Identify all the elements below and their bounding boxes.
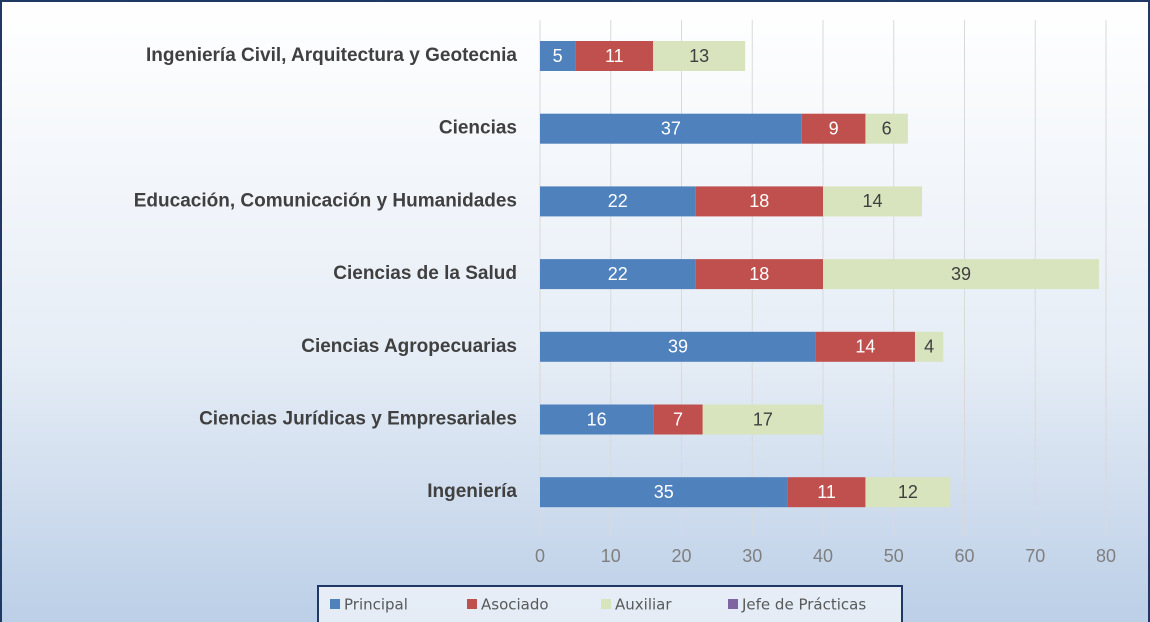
legend-label: Auxiliar: [615, 596, 672, 614]
data-label: 12: [898, 482, 918, 502]
bar-segment: [865, 477, 951, 508]
data-label: 39: [668, 337, 688, 357]
x-tick-label: 60: [954, 546, 974, 566]
bar-segment: [540, 331, 816, 362]
bar-segment: [787, 477, 866, 508]
category-label: Ciencias: [439, 118, 517, 139]
data-label: 35: [654, 482, 674, 502]
category-label: Ciencias de la Salud: [333, 263, 517, 284]
x-tick-label: 40: [813, 546, 833, 566]
data-label: 13: [689, 46, 709, 66]
data-label: 18: [749, 191, 769, 211]
bar-segment: [540, 259, 696, 290]
legend-label: Principal: [344, 596, 408, 614]
bar-segment: [540, 41, 576, 71]
legend-swatch: [330, 599, 340, 609]
bar-segment: [540, 477, 788, 508]
bar-segment: [823, 259, 1099, 290]
data-label: 17: [753, 409, 773, 429]
x-tick-label: 10: [601, 546, 621, 566]
bar-segment: [540, 113, 802, 144]
x-tick-label: 50: [884, 546, 904, 566]
data-label: 11: [605, 46, 624, 66]
bar-segment: [823, 186, 923, 217]
data-label: 16: [587, 409, 607, 429]
data-label: 37: [661, 118, 681, 138]
data-label: 22: [608, 264, 628, 284]
category-label: Ciencias Jurídicas y Empresariales: [199, 409, 517, 430]
category-label: Ingeniería: [427, 481, 517, 502]
bar-segment: [815, 331, 915, 362]
bar-segment: [540, 404, 654, 435]
data-label: 14: [855, 337, 875, 357]
data-label: 11: [817, 482, 836, 502]
bar-segment: [653, 404, 703, 435]
data-label: 5: [553, 46, 563, 66]
data-label: 7: [673, 409, 683, 429]
bar-segment: [914, 331, 944, 362]
bar-segment: [695, 259, 823, 290]
legend-swatch: [728, 599, 738, 609]
x-tick-label: 0: [535, 546, 545, 566]
data-label: 14: [863, 191, 883, 211]
category-label: Ingeniería Civil, Arquitectura y Geotecn…: [146, 45, 517, 66]
data-label: 6: [882, 118, 892, 138]
bar-segment: [695, 186, 823, 217]
legend-swatch: [601, 599, 611, 609]
data-label: 4: [924, 337, 934, 357]
x-tick-label: 80: [1096, 546, 1116, 566]
bar-segment: [702, 404, 823, 435]
data-label: 9: [829, 118, 839, 138]
data-label: 39: [951, 264, 971, 284]
x-tick-label: 70: [1025, 546, 1045, 566]
data-label: 22: [608, 191, 628, 211]
bar-segment: [801, 113, 866, 144]
legend-swatch: [467, 599, 477, 609]
x-tick-label: 30: [742, 546, 762, 566]
legend-label: Asociado: [481, 596, 549, 614]
x-tick-label: 20: [671, 546, 691, 566]
bar-segment: [653, 41, 746, 71]
category-label: Ciencias Agropecuarias: [301, 336, 517, 357]
bar-segment: [865, 113, 908, 144]
bar-segment: [540, 186, 696, 217]
data-label: 18: [749, 264, 769, 284]
category-label: Educación, Comunicación y Humanidades: [134, 190, 517, 211]
bar-segment: [575, 41, 654, 71]
legend-label: Jefe de Prácticas: [741, 596, 866, 614]
